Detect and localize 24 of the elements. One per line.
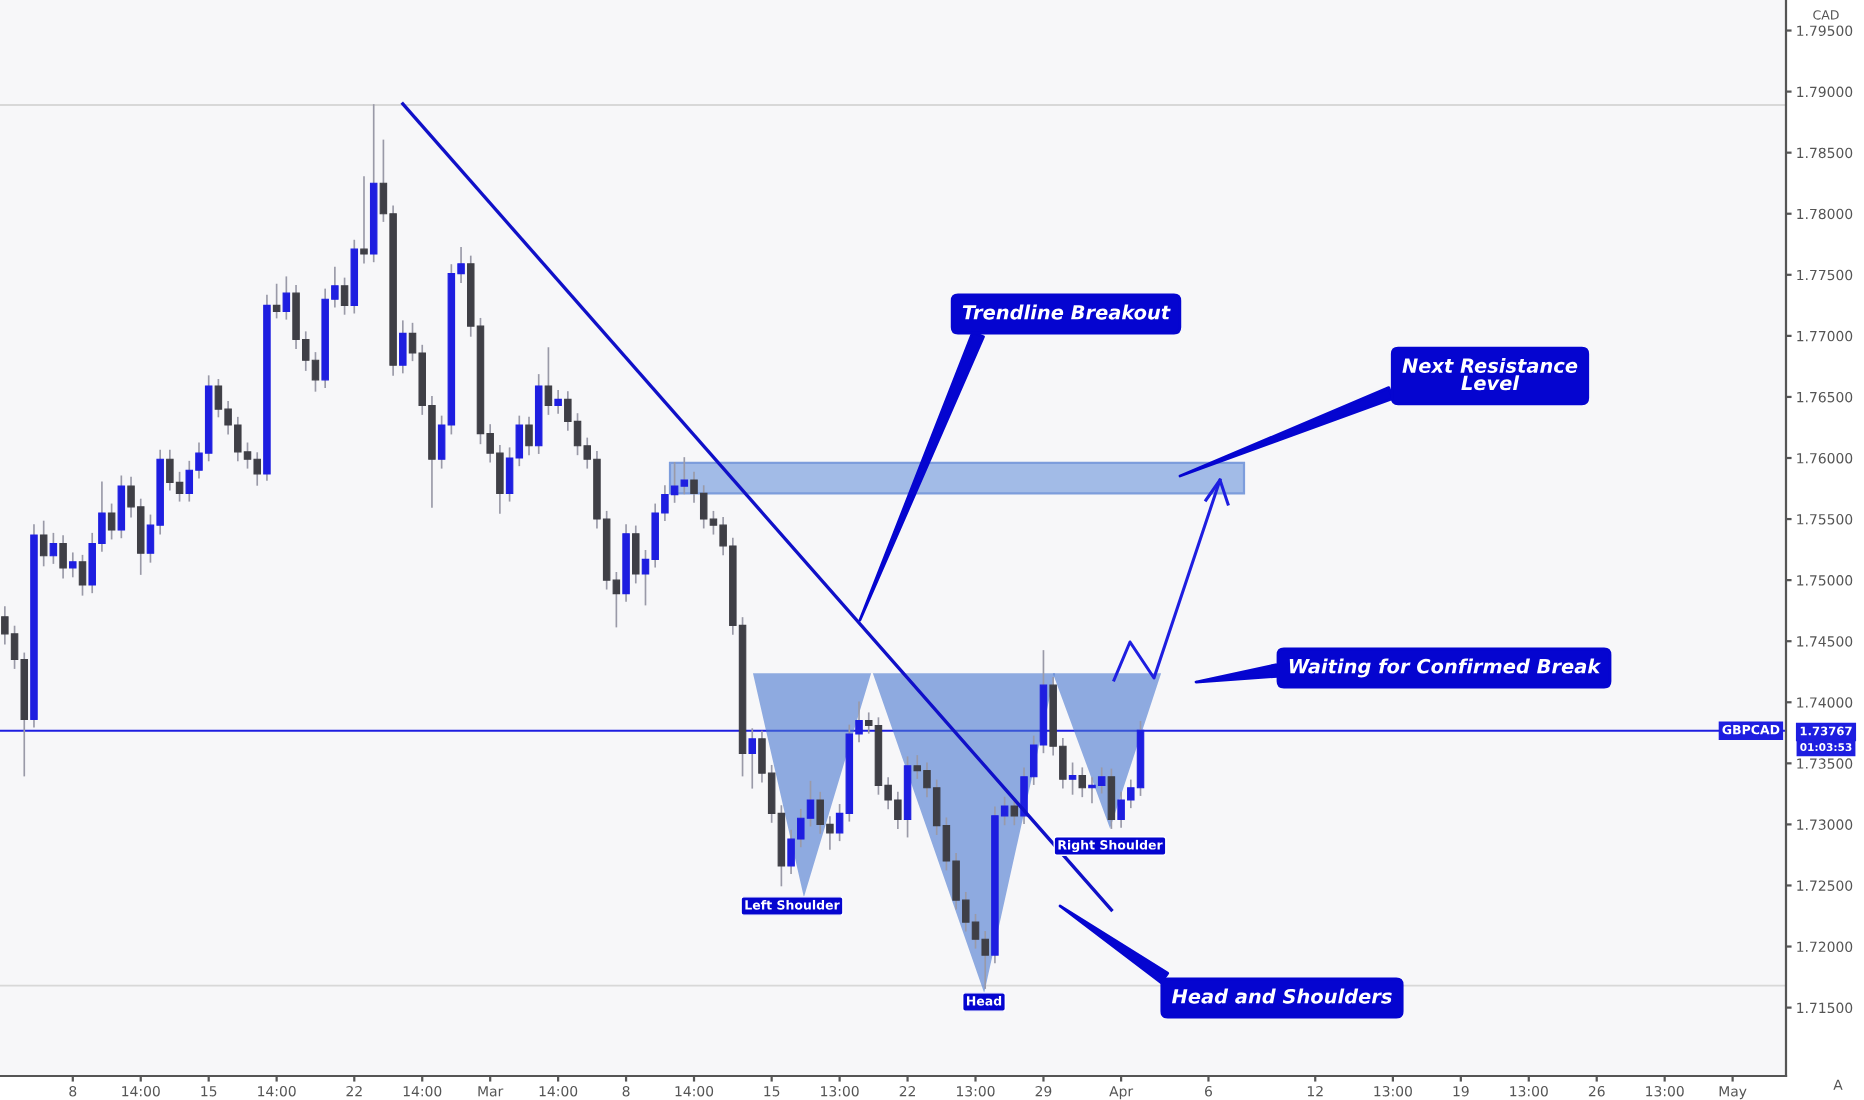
candlestick bbox=[69, 552, 77, 578]
candlestick bbox=[399, 320, 407, 374]
candlestick bbox=[544, 347, 553, 415]
candlestick bbox=[272, 283, 281, 319]
candlestick bbox=[49, 532, 58, 564]
annotation: Waiting for Confirmed Break bbox=[1289, 658, 1602, 678]
annotation: Next Resistance Level bbox=[1402, 357, 1578, 391]
candlestick bbox=[1010, 797, 1019, 826]
candlestick bbox=[59, 535, 67, 579]
candlestick bbox=[1068, 762, 1077, 795]
candlestick bbox=[1078, 767, 1087, 798]
annotation: Head and Shoulders bbox=[1171, 988, 1392, 1004]
candlestick bbox=[525, 416, 533, 456]
candlestick bbox=[282, 276, 291, 320]
candlestick bbox=[107, 503, 116, 540]
candlestick bbox=[1107, 768, 1116, 829]
annotation: Trendline Breakout bbox=[962, 304, 1171, 320]
candlestick bbox=[78, 554, 87, 596]
candlestick bbox=[39, 520, 48, 567]
candlestick bbox=[554, 389, 562, 414]
candlestick bbox=[117, 475, 126, 539]
candlestick bbox=[340, 277, 349, 315]
candlestick bbox=[632, 525, 640, 584]
candlestick bbox=[360, 176, 368, 264]
